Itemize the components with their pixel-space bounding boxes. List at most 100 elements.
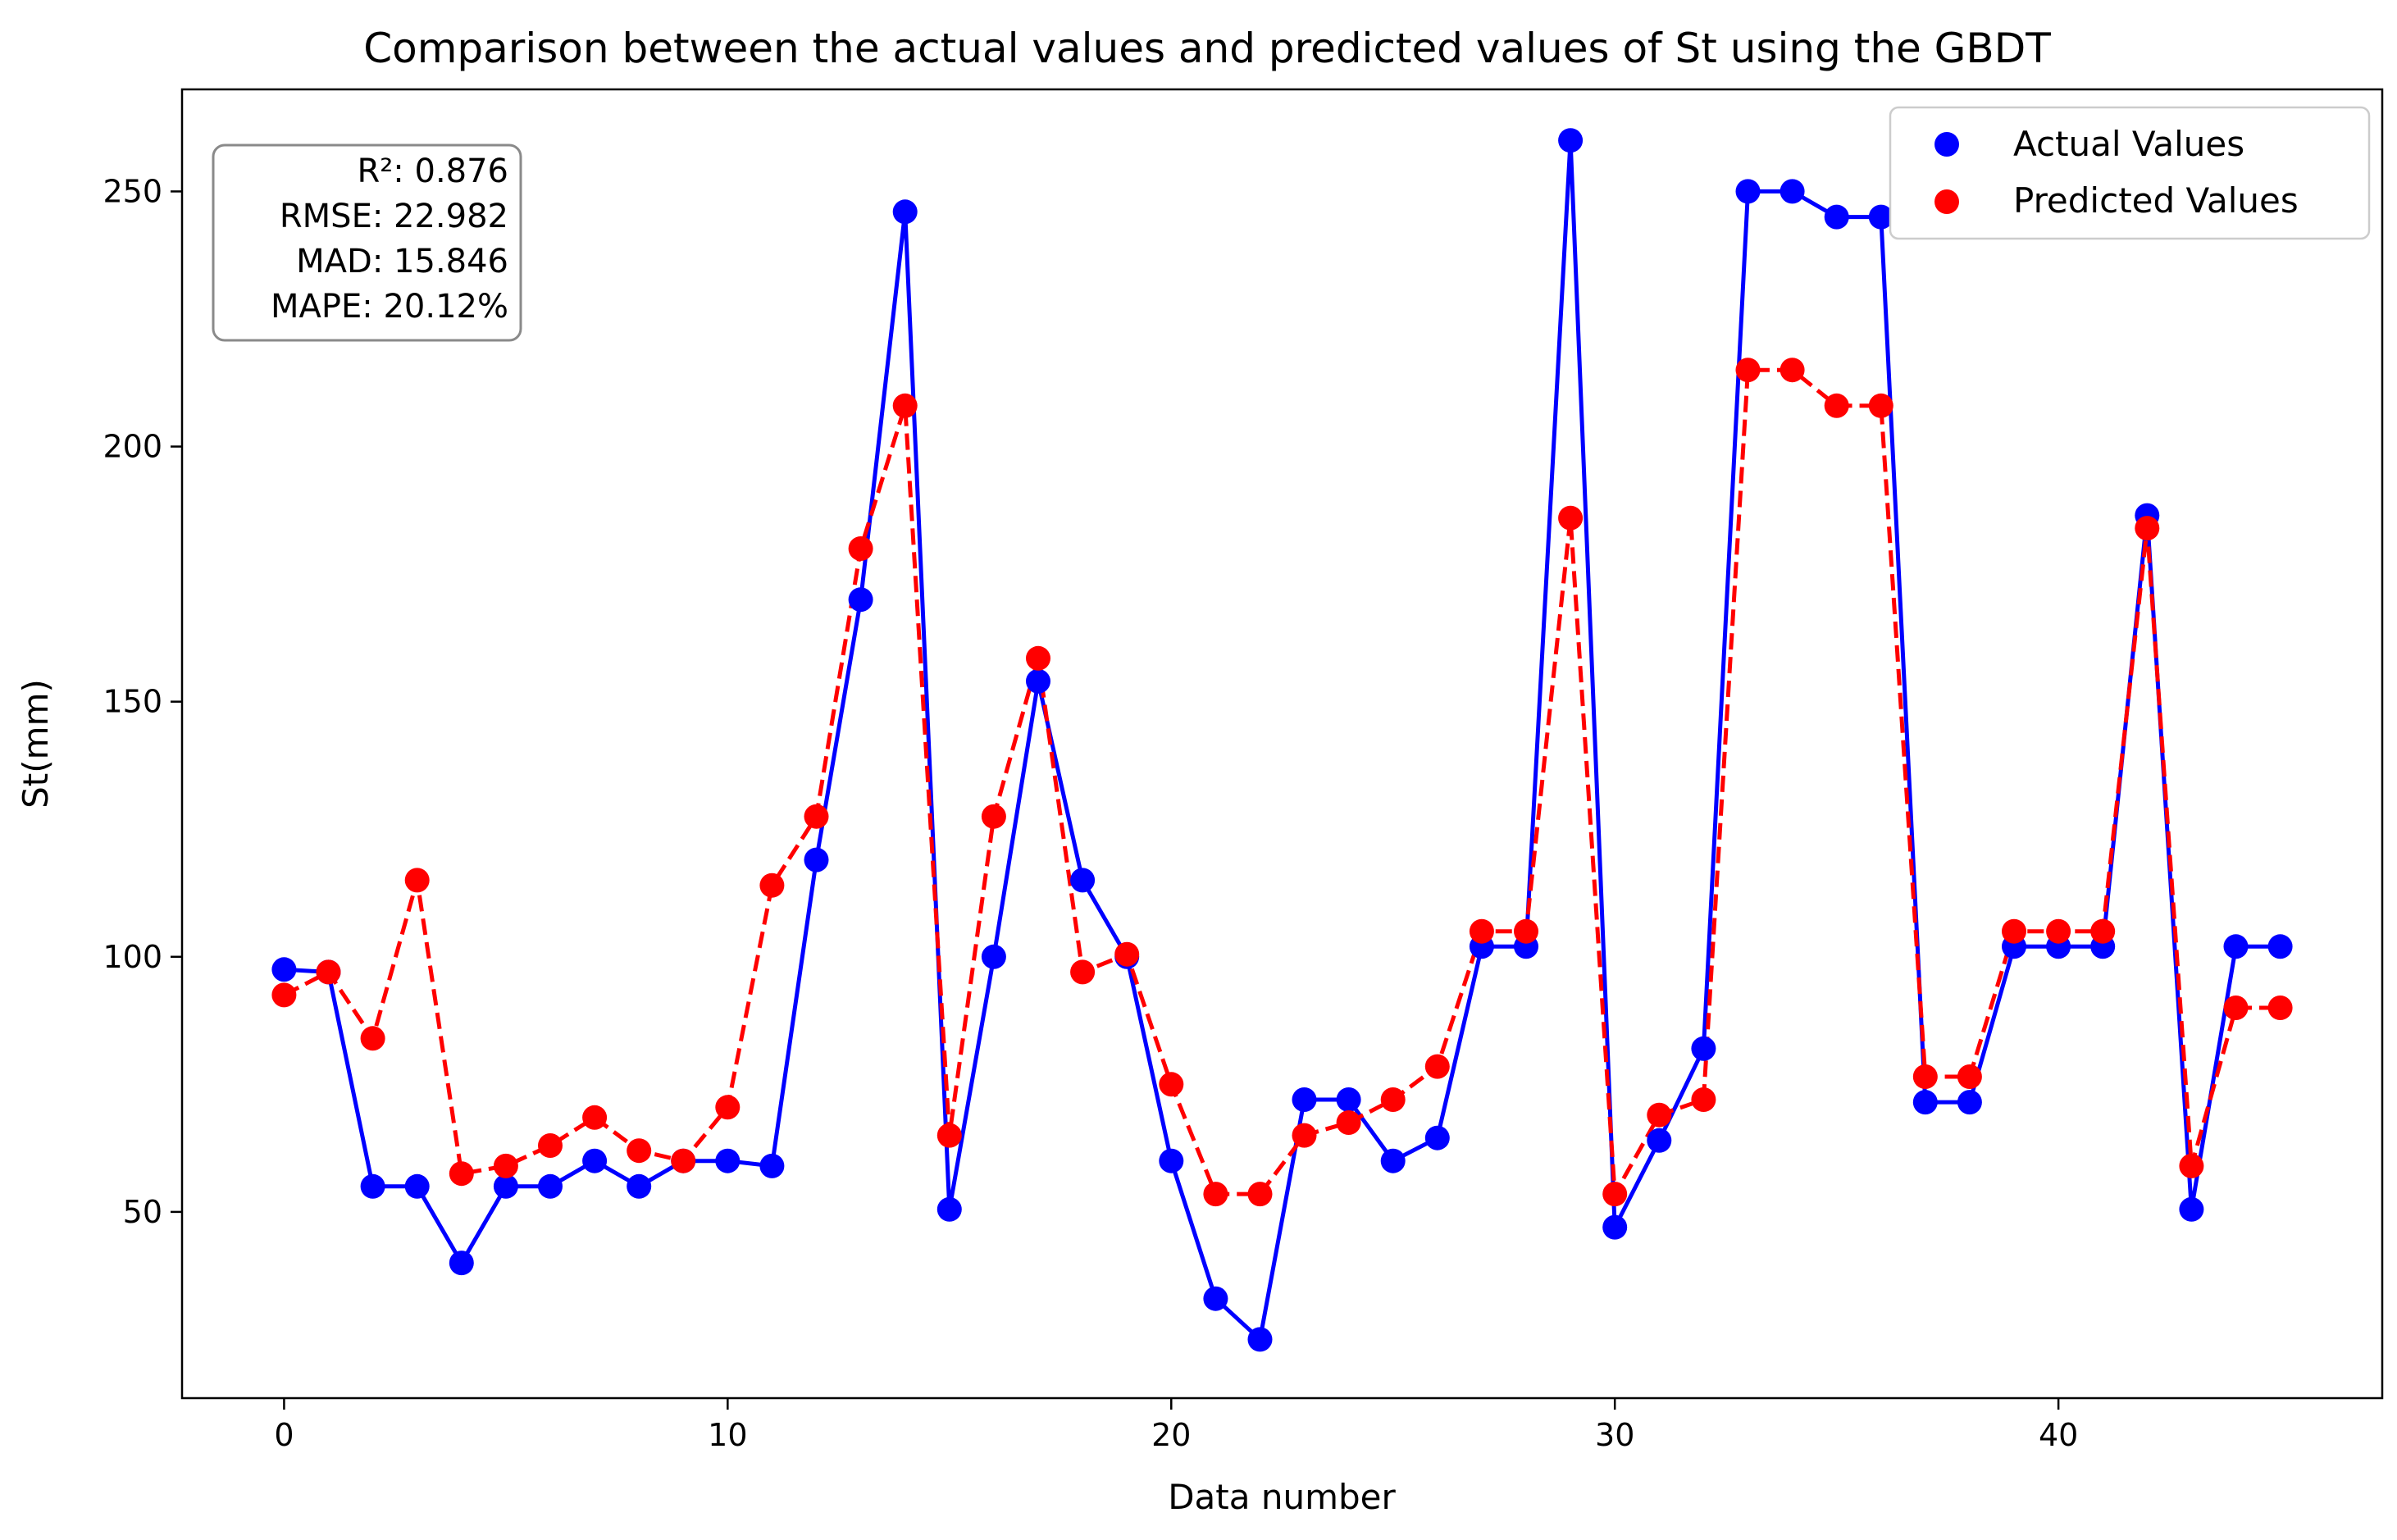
data-point-s1-30 <box>1602 1182 1628 1207</box>
data-point-s1-5 <box>493 1153 518 1178</box>
data-point-s1-43 <box>2179 1153 2204 1178</box>
data-point-s0-29 <box>1558 128 1584 153</box>
data-point-s1-34 <box>1780 358 1805 383</box>
chart-title: Comparison between the actual values and… <box>363 25 2051 72</box>
series-layer <box>271 128 2293 1352</box>
legend-marker-actual <box>1934 132 1959 157</box>
data-point-s1-6 <box>538 1133 563 1158</box>
x-tick-label: 30 <box>1595 1417 1634 1453</box>
data-point-s1-32 <box>1691 1087 1716 1112</box>
data-point-s1-45 <box>2267 996 2293 1020</box>
data-point-s1-14 <box>892 393 918 418</box>
data-point-s0-4 <box>449 1251 474 1276</box>
y-axis: 50 100 150 200 250 <box>103 173 182 1230</box>
data-point-s1-41 <box>2090 918 2116 944</box>
data-point-s1-36 <box>1868 393 1893 418</box>
data-point-s0-7 <box>582 1148 608 1173</box>
plot-area <box>271 128 2293 1352</box>
data-point-s0-3 <box>404 1173 430 1199</box>
metrics-box-frame <box>212 144 522 342</box>
legend-label-predicted: Predicted Values <box>2013 180 2299 221</box>
data-point-s1-27 <box>1469 918 1494 944</box>
data-point-s1-3 <box>404 868 430 893</box>
data-point-s0-44 <box>2223 934 2249 959</box>
data-point-s1-11 <box>759 873 785 898</box>
data-point-s0-6 <box>538 1173 563 1199</box>
data-point-s1-9 <box>671 1148 696 1173</box>
metrics-r2: R²: 0.876 <box>357 153 508 190</box>
data-point-s1-31 <box>1647 1102 1672 1128</box>
data-point-s0-17 <box>1026 668 1050 694</box>
data-point-s1-10 <box>715 1095 741 1120</box>
data-point-s1-19 <box>1114 941 1140 967</box>
data-point-s1-20 <box>1159 1072 1184 1097</box>
y-tick-label: 100 <box>103 939 162 975</box>
x-tick-label: 20 <box>1151 1417 1191 1453</box>
data-point-s1-0 <box>271 982 297 1008</box>
data-point-s1-2 <box>360 1026 385 1051</box>
y-tick-label: 150 <box>103 684 162 720</box>
data-point-s1-7 <box>582 1105 608 1130</box>
data-point-s1-18 <box>1070 959 1096 985</box>
x-tick-label: 0 <box>274 1417 294 1453</box>
data-point-s0-5 <box>493 1173 518 1199</box>
series-line-1 <box>283 367 2281 1196</box>
data-point-s1-28 <box>1514 918 1538 944</box>
data-point-s0-30 <box>1602 1214 1628 1240</box>
data-point-s0-36 <box>1868 204 1893 230</box>
data-point-s0-37 <box>1912 1090 1938 1115</box>
data-point-s1-17 <box>1026 645 1050 671</box>
data-point-s0-33 <box>1735 179 1761 204</box>
data-point-s1-44 <box>2223 996 2249 1020</box>
data-point-s0-31 <box>1647 1128 1672 1153</box>
data-point-s1-39 <box>2002 918 2026 944</box>
x-axis: 0 10 20 30 40 <box>274 1398 2078 1453</box>
data-point-s0-34 <box>1780 179 1805 204</box>
y-tick-label: 50 <box>123 1194 162 1230</box>
data-point-s1-42 <box>2135 516 2160 541</box>
data-point-s1-22 <box>1247 1182 1273 1207</box>
data-point-s0-35 <box>1824 204 1849 230</box>
axes-frame <box>180 88 2384 1400</box>
data-point-s1-38 <box>1957 1064 1982 1089</box>
data-point-s1-37 <box>1912 1064 1938 1089</box>
data-point-s1-21 <box>1203 1182 1228 1207</box>
data-point-s0-23 <box>1292 1087 1317 1112</box>
data-point-s1-4 <box>449 1161 474 1187</box>
metrics-annotation: R²: 0.876 RMSE: 22.982 MAD: 15.846 MAPE:… <box>212 144 522 342</box>
x-axis-label: Data number <box>1168 1477 1396 1517</box>
data-point-s0-14 <box>892 199 918 225</box>
data-point-s1-25 <box>1380 1087 1406 1112</box>
data-point-s0-43 <box>2179 1196 2204 1222</box>
y-axis-label: St(mm) <box>16 679 56 809</box>
data-point-s1-29 <box>1558 505 1584 531</box>
metrics-mape: MAPE: 20.12% <box>271 288 508 326</box>
data-point-s0-45 <box>2267 934 2293 959</box>
data-point-s0-18 <box>1070 868 1096 893</box>
data-point-s1-13 <box>848 536 873 561</box>
data-point-s0-22 <box>1247 1327 1273 1352</box>
y-tick-label: 250 <box>103 173 162 209</box>
data-point-s0-13 <box>848 587 873 613</box>
data-point-s0-24 <box>1336 1087 1361 1112</box>
data-point-s0-16 <box>981 944 1006 969</box>
metrics-mad: MAD: 15.846 <box>296 243 508 280</box>
legend-marker-predicted <box>1934 189 1959 214</box>
x-tick-label: 40 <box>2039 1417 2078 1453</box>
series-line-0 <box>284 138 2281 1342</box>
data-point-s0-0 <box>271 957 297 982</box>
data-point-s1-15 <box>936 1123 962 1148</box>
y-tick-label: 200 <box>103 429 162 465</box>
data-point-s0-15 <box>936 1196 962 1222</box>
data-point-s0-38 <box>1957 1090 1982 1115</box>
x-tick-label: 10 <box>708 1417 747 1453</box>
data-point-s0-2 <box>360 1173 385 1199</box>
data-point-s0-8 <box>627 1173 652 1199</box>
data-point-s0-26 <box>1424 1125 1450 1150</box>
data-point-s1-1 <box>316 959 341 985</box>
legend-label-actual: Actual Values <box>2013 124 2244 164</box>
legend-frame <box>1889 106 2371 240</box>
data-point-s1-33 <box>1735 358 1761 383</box>
data-point-s1-8 <box>627 1138 652 1164</box>
